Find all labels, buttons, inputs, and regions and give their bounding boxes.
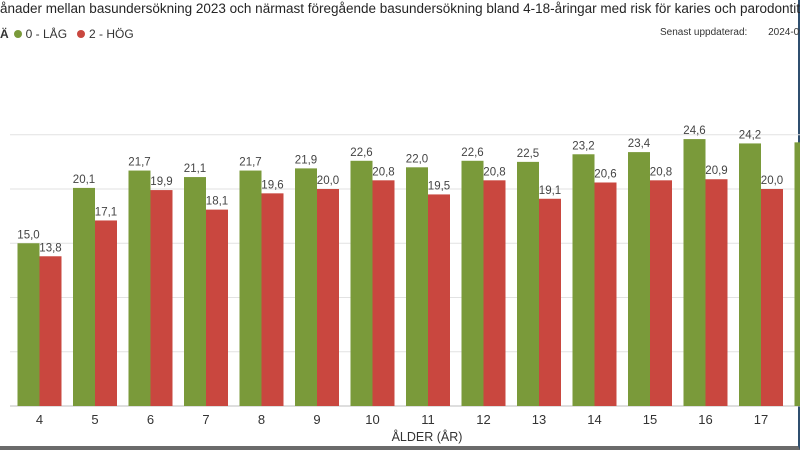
bar-lag[interactable] [683,139,706,406]
data-label-hog: 20,9 [705,165,727,177]
legend-label-hog: 2 - HÖG [89,27,134,41]
data-label-hog: 19,5 [428,180,450,192]
x-tick-label: 6 [147,412,154,427]
bar-lag[interactable] [406,167,428,406]
data-label-lag: 22,0 [406,153,428,165]
data-label-lag: 24,6 [683,125,705,137]
x-axis-title: ÅLDER (ÅR) [392,429,463,444]
last-updated-label: Senast uppdaterad: [660,27,748,38]
x-tick-label: 9 [313,412,320,427]
bar-lag[interactable] [17,243,40,406]
data-label-lag: 24,2 [739,129,761,141]
bar-hog[interactable] [483,180,506,406]
data-label-lag: 23,4 [628,138,651,150]
data-label-lag: 22,5 [517,148,539,160]
data-label-lag: 21,9 [295,154,317,166]
x-tick-label: 5 [91,412,98,427]
x-tick-label: 8 [258,412,265,427]
x-tick-label: 4 [36,412,43,427]
data-label-hog: 13,8 [39,242,61,254]
data-label-lag: 21,7 [128,157,150,169]
bar-lag[interactable] [517,161,539,406]
chart-title: ånader mellan basundersökning 2023 och n… [0,1,800,16]
legend-item-lag[interactable]: 0 - LÅG [13,27,68,41]
bar-hog[interactable] [206,209,228,406]
x-tick-label: 11 [421,412,435,427]
x-tick-label: 12 [476,412,490,427]
data-label-lag: 21,1 [184,163,206,175]
bar-hog[interactable] [95,220,117,406]
data-label-lag: 22,6 [461,147,483,159]
bar-lag[interactable] [350,160,373,406]
data-label-hog: 17,1 [95,206,117,218]
data-label-hog: 20,0 [317,175,339,187]
bar-lag[interactable] [295,168,317,406]
x-tick-label: 17 [754,412,768,427]
legend-label-lag: 0 - LÅG [25,27,68,41]
bar-hog[interactable] [705,179,728,406]
x-tick-label: 10 [365,412,379,427]
bar-hog[interactable] [650,180,672,406]
bar-hog[interactable] [539,198,561,406]
bar-lag[interactable] [739,143,761,406]
legend-item-hog[interactable]: 2 - HÖG [77,27,134,41]
bar-hog[interactable] [761,189,783,406]
legend: Ä 0 - LÅG 2 - HÖG [0,26,144,42]
last-updated: Senast uppdaterad: 2024-09-0 [660,27,800,38]
bar-hog[interactable] [372,180,395,406]
bar-hog[interactable] [428,194,450,406]
data-label-hog: 19,6 [261,179,283,191]
data-label-hog: 18,1 [206,196,228,208]
bar-hog[interactable] [261,193,284,406]
data-label-lag: 20,1 [73,174,95,186]
data-label-lag: 22,6 [350,147,372,159]
x-tick-label: 13 [532,412,546,427]
bar-lag[interactable] [239,170,262,406]
bar-lag[interactable] [628,152,650,406]
x-tick-label: 16 [698,412,712,427]
last-updated-date: 2024-09-0 [768,27,800,38]
bar-hog[interactable] [150,190,173,406]
bar-lag[interactable] [461,160,484,406]
legend-dot-lag [13,30,22,38]
bar-lag[interactable] [73,187,95,406]
bar-hog[interactable] [594,182,617,406]
data-label-hog: 20,8 [650,166,672,178]
data-label-lag: 21,7 [239,157,261,169]
bar-hog[interactable] [39,256,62,406]
data-label-hog: 20,8 [372,166,394,178]
x-tick-label: 7 [202,412,209,427]
data-label-hog: 19,1 [539,185,561,197]
bar-lag[interactable] [572,154,595,406]
x-tick-label: 14 [587,412,601,427]
bar-lag[interactable] [794,142,800,406]
data-label-lag: 15,0 [17,229,39,241]
legend-prefix: Ä [0,27,9,41]
bar-hog[interactable] [317,189,339,406]
data-label-hog: 19,9 [150,176,172,188]
x-tick-label: 15 [643,412,657,427]
data-label-hog: 20,0 [761,175,783,187]
bar-lag[interactable] [184,177,206,406]
data-label-hog: 20,8 [483,166,505,178]
bar-lag[interactable] [128,170,151,406]
legend-dot-hog [77,30,86,38]
data-label-lag: 23,2 [572,140,594,152]
data-label-hog: 20,6 [594,168,616,180]
